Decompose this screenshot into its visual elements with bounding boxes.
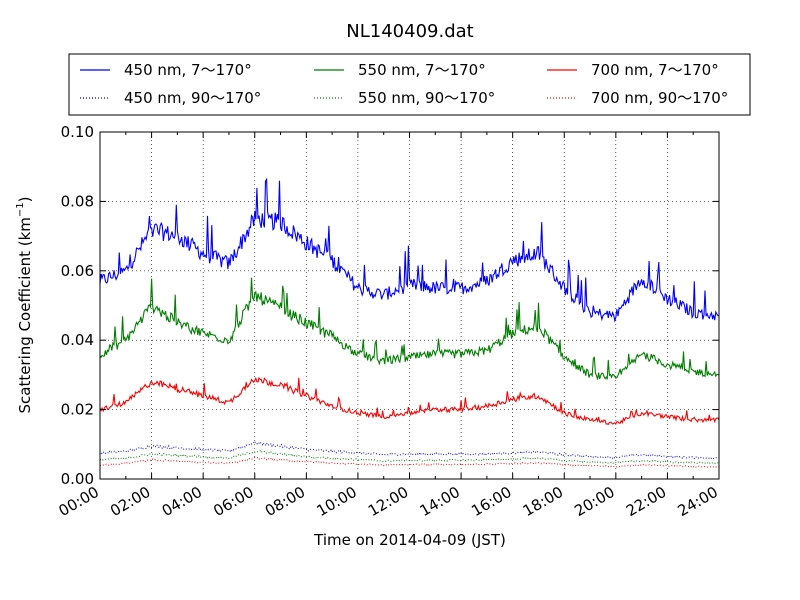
legend-label: 700 nm, 90～170° [591, 89, 728, 107]
legend-box [68, 53, 751, 116]
series-line [99, 277, 720, 380]
legend: 450 nm, 7～170° 550 nm, 7～170° 700 nm, 7～17… [80, 61, 728, 107]
y-tick-label: 0.00 [61, 470, 94, 488]
y-axis-title: Scattering Coefficient (km−1) [15, 196, 34, 413]
legend-label: 450 nm, 90～170° [124, 89, 261, 107]
x-tick-label: 10:00 [313, 483, 359, 520]
y-tick-label: 0.08 [61, 192, 94, 210]
y-tick-label: 0.02 [61, 401, 94, 419]
y-axis-title-end: ) [16, 196, 34, 202]
series-layer [99, 177, 720, 468]
x-tick-labels: 00:00 02:00 04:00 06:00 08:00 10:00 12:00 14:00… [56, 483, 721, 520]
y-tick-labels: 0.00 0.02 0.04 0.06 0.08 0.10 [61, 123, 94, 488]
x-tick-label: 08:00 [262, 483, 308, 520]
chart-title: NL140409.dat [346, 21, 473, 42]
legend-label: 550 nm, 7～170° [358, 61, 486, 79]
x-tick-label: 20:00 [571, 483, 617, 520]
y-tick-label: 0.10 [61, 123, 94, 141]
x-tick-label: 24:00 [675, 483, 721, 520]
axis-ticks [99, 131, 720, 480]
series-line [99, 376, 720, 426]
x-tick-label: 04:00 [159, 483, 205, 520]
x-tick-label: 06:00 [210, 483, 256, 520]
x-tick-label: 12:00 [365, 483, 411, 520]
legend-label: 700 nm, 7～170° [591, 61, 719, 79]
series-line [99, 450, 720, 465]
x-tick-label: 22:00 [623, 483, 669, 520]
y-tick-label: 0.04 [61, 331, 94, 349]
x-tick-label: 14:00 [417, 483, 463, 520]
y-tick-label: 0.06 [61, 262, 94, 280]
x-axis-title: Time on 2014-04-09 (JST) [313, 531, 506, 549]
x-tick-label: 00:00 [56, 483, 102, 520]
legend-label: 550 nm, 90～170° [358, 89, 495, 107]
x-tick-label: 18:00 [520, 483, 566, 520]
y-axis-title-main: Scattering Coefficient (km [16, 217, 34, 413]
plot-area [100, 132, 719, 479]
series-line [99, 177, 720, 323]
x-tick-label: 02:00 [107, 483, 153, 520]
legend-label: 450 nm, 7～170° [124, 61, 252, 79]
x-tick-label: 16:00 [468, 483, 514, 520]
y-axis-title-sup: −1 [15, 202, 26, 217]
series-line [99, 456, 720, 468]
